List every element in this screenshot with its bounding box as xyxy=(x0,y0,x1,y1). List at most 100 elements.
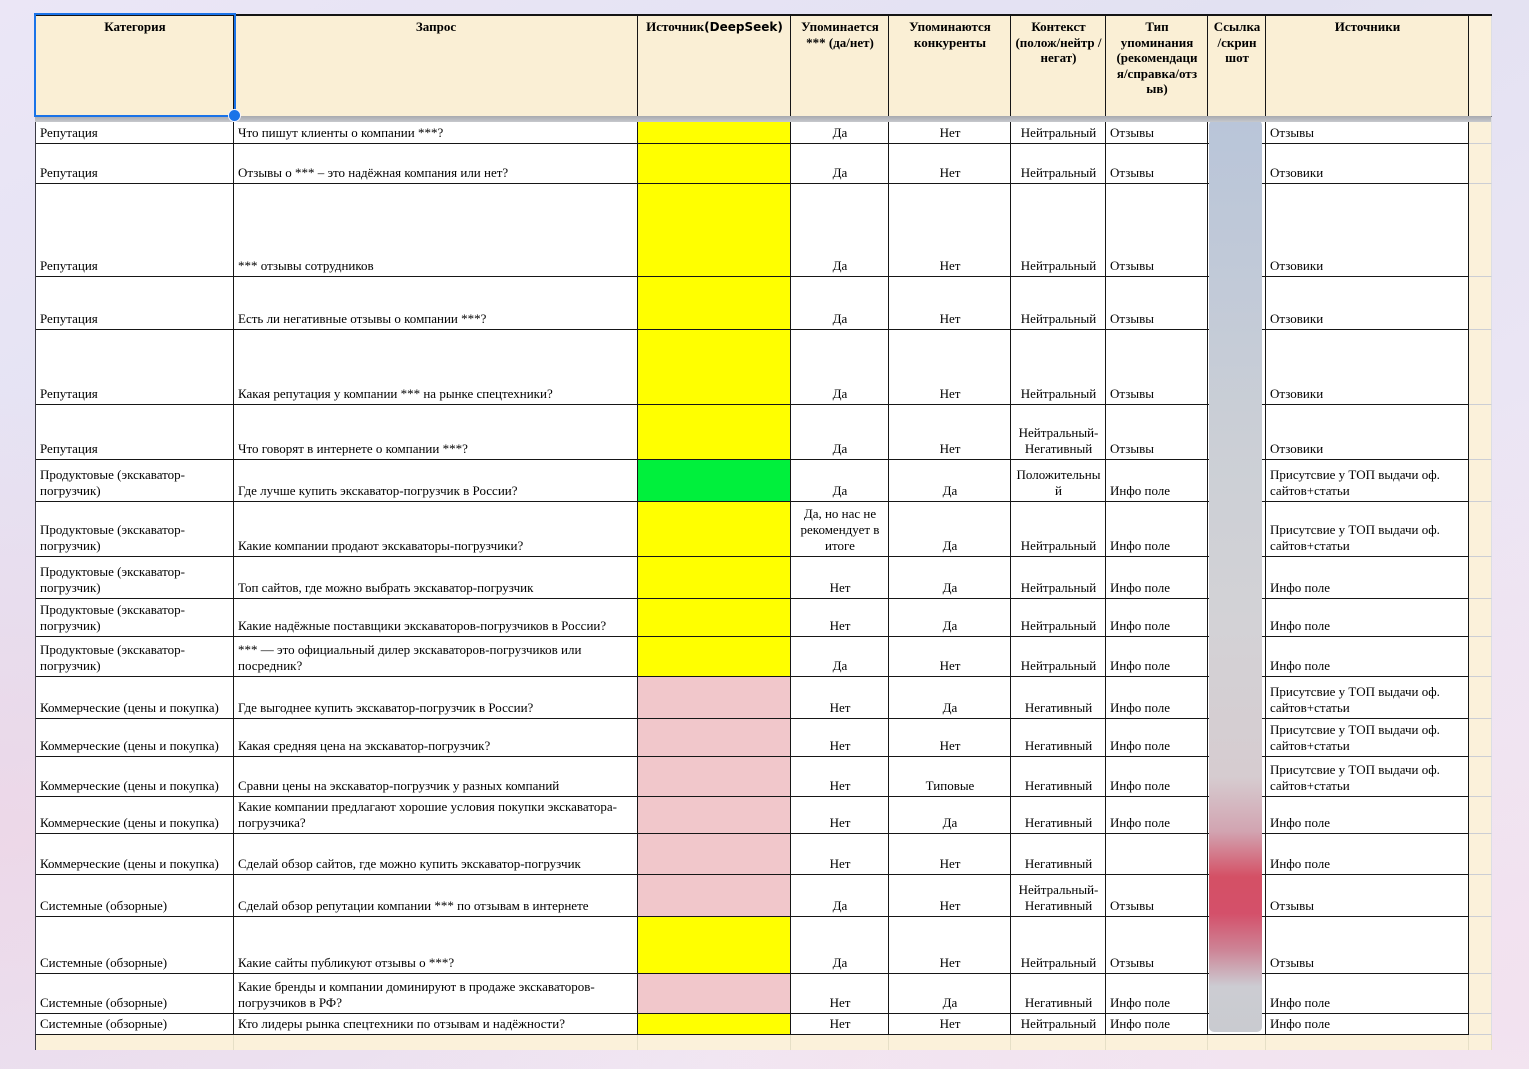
cell-query-row3[interactable]: *** отзывы сотрудников xyxy=(234,184,638,277)
cell-source-row2[interactable] xyxy=(638,144,791,184)
cell-sources-row1[interactable]: Отзывы xyxy=(1266,117,1469,144)
cell-category-row14[interactable]: Коммерческие (цены и покупка) xyxy=(36,757,234,797)
filler-cell-row6[interactable] xyxy=(1469,405,1492,460)
cell-mentioned-row4[interactable]: Да xyxy=(791,277,889,330)
cell-sources-row8[interactable]: Присутсвие у ТОП выдачи оф. сайтов+стать… xyxy=(1266,502,1469,557)
cell-context-row15[interactable]: Негативный xyxy=(1011,797,1106,834)
cell-sources-row6[interactable]: Отзовики xyxy=(1266,405,1469,460)
cell-mention_type-row19[interactable]: Инфо поле xyxy=(1106,974,1208,1014)
cell-query-row8[interactable]: Какие компании продают экскаваторы-погру… xyxy=(234,502,638,557)
cell-context-row13[interactable]: Негативный xyxy=(1011,719,1106,757)
header-category[interactable]: Категория xyxy=(36,16,234,117)
cell-category-row12[interactable]: Коммерческие (цены и покупка) xyxy=(36,677,234,719)
header-mention_type[interactable]: Тип упоминания (рекомендаци я/справка/от… xyxy=(1106,16,1208,117)
cell-competitors-row8[interactable]: Да xyxy=(889,502,1011,557)
cell-query-row6[interactable]: Что говорят в интернете о компании ***? xyxy=(234,405,638,460)
cell-source-row8[interactable] xyxy=(638,502,791,557)
cell-source-row20[interactable] xyxy=(638,1014,791,1035)
cell-mentioned-row14[interactable]: Нет xyxy=(791,757,889,797)
cell-query-row4[interactable]: Есть ли негативные отзывы о компании ***… xyxy=(234,277,638,330)
filler-cell-row9[interactable] xyxy=(1469,557,1492,599)
cell-competitors-row6[interactable]: Нет xyxy=(889,405,1011,460)
cell-mentioned-row2[interactable]: Да xyxy=(791,144,889,184)
cell-category-row6[interactable]: Репутация xyxy=(36,405,234,460)
cell-mentioned-row6[interactable]: Да xyxy=(791,405,889,460)
cell-context-row4[interactable]: Нейтральный xyxy=(1011,277,1106,330)
cell-sources-row17[interactable]: Отзывы xyxy=(1266,875,1469,917)
cell-category-row4[interactable]: Репутация xyxy=(36,277,234,330)
cell-mention_type-row8[interactable]: Инфо поле xyxy=(1106,502,1208,557)
cell-sources-row15[interactable]: Инфо поле xyxy=(1266,797,1469,834)
cell-mention_type-row12[interactable]: Инфо поле xyxy=(1106,677,1208,719)
cell-source-row7[interactable] xyxy=(638,460,791,502)
cell-sources-row20[interactable]: Инфо поле xyxy=(1266,1014,1469,1035)
cell-category-row1[interactable]: Репутация xyxy=(36,117,234,144)
cell-category-row15[interactable]: Коммерческие (цены и покупка) xyxy=(36,797,234,834)
cell-mentioned-row9[interactable]: Нет xyxy=(791,557,889,599)
cell-context-row18[interactable]: Нейтральный xyxy=(1011,917,1106,974)
cell-link-row20[interactable] xyxy=(1208,1014,1266,1035)
header-mentioned[interactable]: Упоминается *** (да/нет) xyxy=(791,16,889,117)
cell-source-row15[interactable] xyxy=(638,797,791,834)
filler-cell-row16[interactable] xyxy=(1469,834,1492,875)
cell-context-row11[interactable]: Нейтральный xyxy=(1011,637,1106,677)
partial-row-cell[interactable] xyxy=(889,1035,1011,1050)
cell-query-row12[interactable]: Где выгоднее купить экскаватор-погрузчик… xyxy=(234,677,638,719)
filler-cell-row19[interactable] xyxy=(1469,974,1492,1014)
cell-source-row16[interactable] xyxy=(638,834,791,875)
cell-query-row20[interactable]: Кто лидеры рынка спецтехники по отзывам … xyxy=(234,1014,638,1035)
filler-cell-row8[interactable] xyxy=(1469,502,1492,557)
cell-context-row2[interactable]: Нейтральный xyxy=(1011,144,1106,184)
filler-cell-row18[interactable] xyxy=(1469,917,1492,974)
cell-mention_type-row1[interactable]: Отзывы xyxy=(1106,117,1208,144)
cell-mentioned-row15[interactable]: Нет xyxy=(791,797,889,834)
cell-category-row13[interactable]: Коммерческие (цены и покупка) xyxy=(36,719,234,757)
header-link[interactable]: Ссылка /скрин шот xyxy=(1208,16,1266,117)
cell-mentioned-row20[interactable]: Нет xyxy=(791,1014,889,1035)
cell-category-row8[interactable]: Продуктовые (экскаватор-погрузчик) xyxy=(36,502,234,557)
cell-mention_type-row9[interactable]: Инфо поле xyxy=(1106,557,1208,599)
cell-competitors-row9[interactable]: Да xyxy=(889,557,1011,599)
cell-context-row5[interactable]: Нейтральный xyxy=(1011,330,1106,405)
cell-context-row6[interactable]: Нейтральный-Негативный xyxy=(1011,405,1106,460)
cell-query-row9[interactable]: Топ сайтов, где можно выбрать экскаватор… xyxy=(234,557,638,599)
cell-source-row12[interactable] xyxy=(638,677,791,719)
cell-mention_type-row20[interactable]: Инфо поле xyxy=(1106,1014,1208,1035)
cell-query-row18[interactable]: Какие сайты публикуют отзывы о ***? xyxy=(234,917,638,974)
cell-category-row9[interactable]: Продуктовые (экскаватор-погрузчик) xyxy=(36,557,234,599)
cell-category-row10[interactable]: Продуктовые (экскаватор-погрузчик) xyxy=(36,599,234,637)
cell-query-row14[interactable]: Сравни цены на экскаватор-погрузчик у ра… xyxy=(234,757,638,797)
cell-query-row16[interactable]: Сделай обзор сайтов, где можно купить эк… xyxy=(234,834,638,875)
cell-source-row17[interactable] xyxy=(638,875,791,917)
cell-category-row3[interactable]: Репутация xyxy=(36,184,234,277)
cell-context-row9[interactable]: Нейтральный xyxy=(1011,557,1106,599)
cell-category-row18[interactable]: Системные (обзорные) xyxy=(36,917,234,974)
cell-source-row10[interactable] xyxy=(638,599,791,637)
cell-mention_type-row18[interactable]: Отзывы xyxy=(1106,917,1208,974)
cell-context-row8[interactable]: Нейтральный xyxy=(1011,502,1106,557)
cell-competitors-row17[interactable]: Нет xyxy=(889,875,1011,917)
cell-sources-row2[interactable]: Отзовики xyxy=(1266,144,1469,184)
cell-context-row14[interactable]: Негативный xyxy=(1011,757,1106,797)
cell-mentioned-row19[interactable]: Нет xyxy=(791,974,889,1014)
cell-sources-row16[interactable]: Инфо поле xyxy=(1266,834,1469,875)
cell-context-row7[interactable]: Положительный xyxy=(1011,460,1106,502)
cell-mention_type-row15[interactable]: Инфо поле xyxy=(1106,797,1208,834)
filler-cell-row11[interactable] xyxy=(1469,637,1492,677)
header-sources[interactable]: Источники xyxy=(1266,16,1469,117)
header-competitors[interactable]: Упоминаются конкуренты xyxy=(889,16,1011,117)
filler-cell-row5[interactable] xyxy=(1469,330,1492,405)
filler-cell-row2[interactable] xyxy=(1469,144,1492,184)
cell-competitors-row14[interactable]: Типовые xyxy=(889,757,1011,797)
cell-source-row5[interactable] xyxy=(638,330,791,405)
cell-competitors-row7[interactable]: Да xyxy=(889,460,1011,502)
cell-competitors-row4[interactable]: Нет xyxy=(889,277,1011,330)
partial-row-cell[interactable] xyxy=(36,1035,234,1050)
cell-source-row18[interactable] xyxy=(638,917,791,974)
cell-query-row15[interactable]: Какие компании предлагают хорошие услови… xyxy=(234,797,638,834)
cell-context-row1[interactable]: Нейтральный xyxy=(1011,117,1106,144)
cell-competitors-row19[interactable]: Да xyxy=(889,974,1011,1014)
cell-context-row3[interactable]: Нейтральный xyxy=(1011,184,1106,277)
cell-competitors-row11[interactable]: Нет xyxy=(889,637,1011,677)
cell-mention_type-row6[interactable]: Отзывы xyxy=(1106,405,1208,460)
